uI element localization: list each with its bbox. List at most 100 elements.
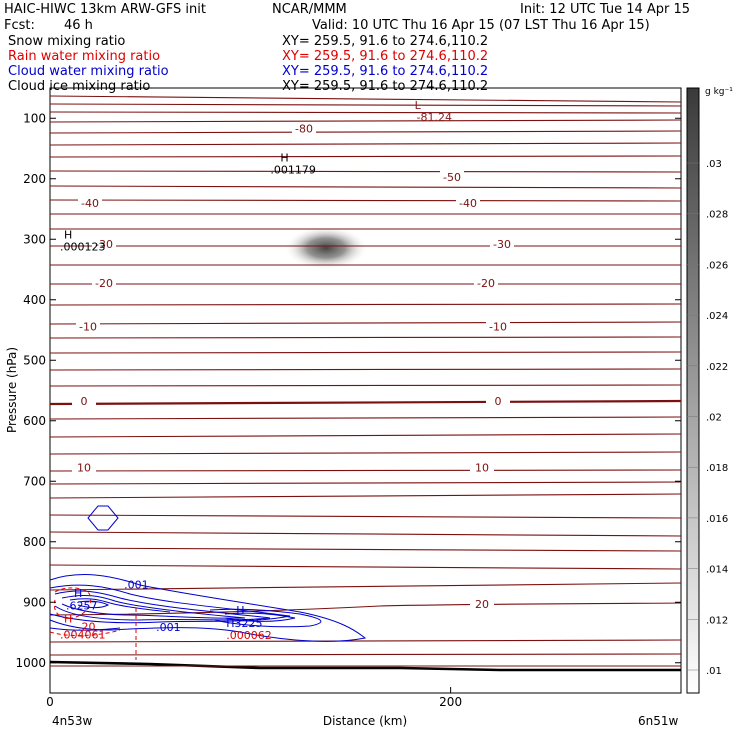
temperature-contours bbox=[49, 95, 682, 656]
fcst-value: 46 h bbox=[64, 18, 93, 33]
valid-time: Valid: 10 UTC Thu 16 Apr 15 (07 LST Thu … bbox=[312, 18, 650, 33]
contour-label: -50 bbox=[443, 171, 461, 184]
x-tick-label: 200 bbox=[439, 695, 462, 709]
x-end-location: 6n51w bbox=[638, 714, 679, 728]
y-tick-label: 900 bbox=[23, 595, 46, 609]
field-name: Cloud ice mixing ratio bbox=[8, 79, 150, 94]
contour-label: -30 bbox=[95, 238, 113, 251]
colorbar-label: .028 bbox=[706, 210, 728, 221]
contour-label: -10 bbox=[489, 320, 507, 333]
contour-label: -40 bbox=[81, 197, 99, 210]
cloud-water-contours bbox=[49, 505, 367, 642]
contour-label-bg bbox=[92, 238, 116, 251]
fcst-label: Fcst: bbox=[4, 18, 35, 33]
colorbar-label: .016 bbox=[706, 514, 728, 525]
x-tick-label: 0 bbox=[46, 695, 54, 709]
contour-label: 0 bbox=[495, 395, 502, 408]
y-tick-label: 300 bbox=[23, 232, 46, 246]
contour-label: 10 bbox=[77, 461, 91, 474]
chart-annotations: L-81.24H.001179H.000123H.001.6257H.20.00… bbox=[60, 99, 452, 642]
field-legend: Snow mixing ratio XY= 259.5, 91.6 to 274.… bbox=[8, 34, 488, 94]
annotation: .001179 bbox=[270, 164, 316, 177]
y-tick-label: 700 bbox=[23, 474, 46, 488]
contour-label-bg bbox=[490, 238, 514, 251]
annotation: .004061 bbox=[60, 628, 105, 641]
contour-label-bg bbox=[78, 196, 102, 209]
temperature-labels: -80 -50 -40 -40 -30 -30 -20 -20 -10 -10 0 0 10 10 20 bbox=[72, 122, 514, 611]
colorbar-label: .026 bbox=[706, 260, 728, 271]
contour-label: 0 bbox=[81, 395, 88, 408]
field-name: Snow mixing ratio bbox=[8, 34, 125, 49]
colorbar-label: .014 bbox=[706, 565, 728, 576]
contour-label: -30 bbox=[493, 238, 511, 251]
contour-label: -20 bbox=[95, 277, 113, 290]
contour-label-bg bbox=[72, 394, 96, 407]
contour-label: -20 bbox=[477, 277, 495, 290]
colorbar-label: .024 bbox=[706, 311, 728, 322]
header: HAIC-HIWC 13km ARW-GFS init NCAR/MMM Ini… bbox=[4, 2, 690, 33]
colorbar-label: .02 bbox=[706, 413, 722, 424]
contour-label-bg bbox=[440, 170, 464, 183]
contour-label-bg bbox=[72, 461, 96, 474]
annotation: .000123 bbox=[60, 241, 105, 254]
cloud-ice-maximum bbox=[284, 226, 368, 270]
annotation: .20 bbox=[78, 620, 96, 633]
annotation: H bbox=[74, 587, 82, 600]
colorbar-label: .03 bbox=[706, 159, 722, 170]
field-xy: XY= 259.5, 91.6 to 274.6,110.2 bbox=[282, 34, 488, 49]
y-tick-label: 500 bbox=[23, 353, 46, 367]
contour-label-bg bbox=[292, 122, 316, 135]
contour-label-bg bbox=[486, 394, 510, 407]
colorbar-label: .012 bbox=[706, 615, 728, 626]
field-xy: XY= 259.5, 91.6 to 274.6,110.2 bbox=[282, 49, 488, 64]
contour-label: -40 bbox=[459, 197, 477, 210]
annotation: .000062 bbox=[226, 629, 272, 642]
contour-label: 20 bbox=[475, 598, 489, 611]
annotation: H bbox=[236, 604, 244, 617]
contour-label-bg bbox=[76, 320, 100, 333]
contour-label: -10 bbox=[79, 320, 97, 333]
terrain-surface bbox=[49, 660, 681, 672]
contour-label-bg bbox=[486, 320, 510, 333]
title-left: HAIC-HIWC 13km ARW-GFS init bbox=[4, 2, 206, 17]
contour-label-bg bbox=[92, 276, 116, 289]
y-tick-label: 1000 bbox=[15, 656, 46, 670]
rain-water-contours bbox=[49, 587, 137, 660]
field-name: Cloud water mixing ratio bbox=[8, 64, 169, 79]
contour-label-bg bbox=[456, 196, 480, 209]
annotation: H3225 bbox=[226, 617, 262, 630]
colorbar-label: .01 bbox=[706, 666, 722, 677]
annotation: L bbox=[415, 99, 422, 112]
colorbar-labels: .03 .028 .026 .024 .022 .02 .018 .016 .014 .012 .0… bbox=[687, 159, 728, 677]
contour-label-bg bbox=[474, 276, 498, 289]
y-tick-label: 600 bbox=[23, 414, 46, 428]
field-name: Rain water mixing ratio bbox=[8, 49, 160, 64]
y-tick-label: 800 bbox=[23, 535, 46, 549]
field-xy: XY= 259.5, 91.6 to 274.6,110.2 bbox=[282, 79, 488, 94]
y-axis-label: Pressure (hPa) bbox=[5, 347, 19, 433]
contour-label: -80 bbox=[295, 123, 313, 136]
annotation: H bbox=[64, 613, 72, 626]
y-tick-label: 400 bbox=[23, 293, 46, 307]
colorbar bbox=[686, 87, 700, 694]
annotation: .001 bbox=[124, 579, 149, 592]
plot-frame bbox=[49, 87, 682, 694]
annotation: H bbox=[64, 228, 72, 241]
title-mid: NCAR/MMM bbox=[272, 2, 347, 17]
y-tick-label: 200 bbox=[23, 172, 46, 186]
colorbar-unit: g kg⁻¹ bbox=[705, 87, 733, 97]
x-axis-label: Distance (km) bbox=[323, 714, 407, 728]
field-xy: XY= 259.5, 91.6 to 274.6,110.2 bbox=[282, 64, 488, 79]
colorbar-label: .022 bbox=[706, 362, 728, 373]
x-start-location: 4n53w bbox=[52, 714, 93, 728]
contour-label-bg bbox=[470, 598, 494, 611]
contour-label-bg bbox=[470, 461, 494, 474]
init-time: Init: 12 UTC Tue 14 Apr 15 bbox=[520, 2, 690, 17]
annotation: .001 bbox=[156, 621, 181, 634]
y-tick-label: 100 bbox=[23, 111, 46, 125]
x-axis: 0 200 bbox=[46, 687, 462, 709]
annotation: H bbox=[280, 152, 288, 165]
contour-label: 10 bbox=[475, 461, 489, 474]
